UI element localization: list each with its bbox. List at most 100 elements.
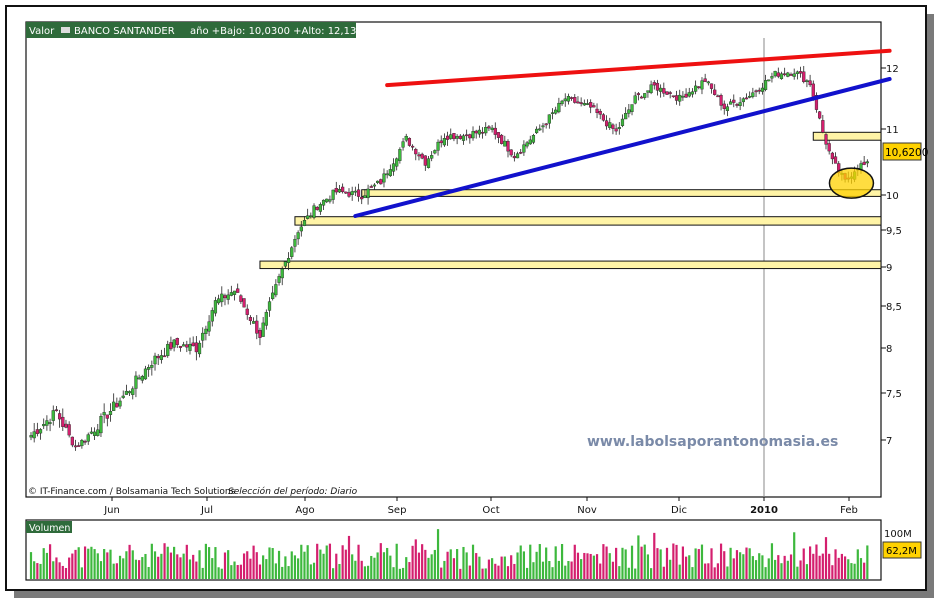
candle-body bbox=[80, 440, 84, 447]
candle-body bbox=[134, 375, 138, 389]
volume-bar bbox=[611, 561, 615, 579]
volume-bar bbox=[309, 564, 312, 579]
candle bbox=[210, 307, 214, 327]
candle-body bbox=[783, 73, 787, 76]
volume-bar bbox=[303, 551, 306, 579]
candle bbox=[471, 126, 475, 141]
candle bbox=[344, 191, 348, 195]
candle-body bbox=[363, 195, 367, 199]
candle bbox=[67, 421, 71, 438]
volume-bar bbox=[395, 543, 398, 579]
candle-body bbox=[334, 188, 338, 193]
candle-body bbox=[560, 100, 564, 105]
candle bbox=[204, 325, 208, 341]
candle-body bbox=[376, 180, 380, 183]
candle bbox=[808, 74, 812, 87]
candle bbox=[706, 80, 710, 86]
candle-body bbox=[465, 134, 469, 137]
volume-bar bbox=[751, 556, 754, 579]
candle bbox=[458, 134, 462, 140]
x-tick-label: Sep bbox=[388, 505, 407, 516]
volume-bar bbox=[134, 559, 138, 579]
candle bbox=[108, 403, 113, 422]
candle bbox=[430, 151, 434, 162]
candle-body bbox=[185, 344, 189, 348]
volume-bar bbox=[115, 563, 118, 579]
candle bbox=[271, 285, 275, 301]
candle bbox=[522, 140, 526, 156]
candle-body bbox=[659, 87, 663, 92]
candle bbox=[818, 111, 822, 120]
candle-body bbox=[649, 84, 653, 94]
candle bbox=[566, 93, 571, 105]
volume-bar bbox=[774, 559, 777, 579]
volume-bar bbox=[777, 555, 780, 579]
volume-bar bbox=[519, 545, 522, 579]
candle-body bbox=[792, 73, 796, 77]
candle-body bbox=[509, 149, 513, 156]
volume-bar bbox=[398, 568, 401, 579]
volume-bar bbox=[681, 546, 684, 579]
candle-body bbox=[223, 295, 227, 299]
candle-body bbox=[51, 410, 55, 421]
candle-body bbox=[191, 342, 195, 347]
volume-bar bbox=[118, 555, 122, 579]
candle-body bbox=[725, 106, 730, 111]
volume-bar bbox=[77, 547, 80, 579]
candle-body bbox=[636, 93, 640, 96]
candle-body bbox=[595, 108, 599, 113]
candle bbox=[115, 397, 119, 408]
volume-bar bbox=[665, 547, 669, 579]
candle-body bbox=[426, 158, 431, 168]
candle bbox=[89, 427, 94, 435]
candle-body bbox=[337, 188, 342, 193]
volume-bar bbox=[653, 532, 656, 579]
volume-bar bbox=[560, 543, 564, 579]
candle-body bbox=[544, 123, 548, 126]
candle-body bbox=[490, 127, 494, 130]
candle bbox=[538, 124, 542, 132]
candle-body bbox=[633, 95, 637, 104]
candle-body bbox=[538, 128, 542, 131]
volume-bar bbox=[281, 566, 284, 579]
candle bbox=[751, 87, 755, 99]
candle bbox=[299, 220, 303, 237]
volume-bar bbox=[411, 545, 414, 579]
candle bbox=[363, 189, 367, 199]
candle bbox=[480, 127, 485, 139]
volume-bar bbox=[449, 549, 452, 579]
volume-bar bbox=[204, 543, 207, 579]
candle bbox=[182, 341, 186, 347]
candle bbox=[528, 135, 532, 145]
candle bbox=[223, 293, 227, 306]
candle-body bbox=[407, 137, 412, 146]
volume-bar bbox=[93, 549, 96, 579]
candle bbox=[280, 266, 284, 286]
candle bbox=[197, 340, 202, 358]
candle bbox=[366, 184, 370, 205]
volume-bar bbox=[812, 553, 815, 579]
volume-bar bbox=[214, 547, 217, 579]
resistance-trendline bbox=[385, 48, 892, 88]
candle bbox=[773, 70, 777, 78]
candle bbox=[748, 91, 752, 99]
volume-bar bbox=[656, 548, 659, 579]
volume-bar bbox=[805, 564, 809, 579]
candle bbox=[293, 235, 297, 253]
candle-body bbox=[153, 355, 157, 365]
candle bbox=[185, 340, 189, 353]
candle-body bbox=[662, 88, 666, 94]
candle-body bbox=[433, 150, 437, 154]
candle-body bbox=[436, 141, 440, 151]
volume-bar bbox=[853, 563, 856, 579]
candle-body bbox=[194, 342, 198, 353]
candle bbox=[137, 374, 141, 380]
volume-bar bbox=[386, 547, 389, 579]
candle-body bbox=[302, 220, 307, 226]
candle bbox=[61, 408, 65, 431]
candle bbox=[709, 83, 714, 94]
header-bar bbox=[26, 22, 356, 38]
candle-body bbox=[729, 101, 733, 105]
volume-bar bbox=[48, 544, 52, 579]
candle-body bbox=[388, 169, 392, 177]
